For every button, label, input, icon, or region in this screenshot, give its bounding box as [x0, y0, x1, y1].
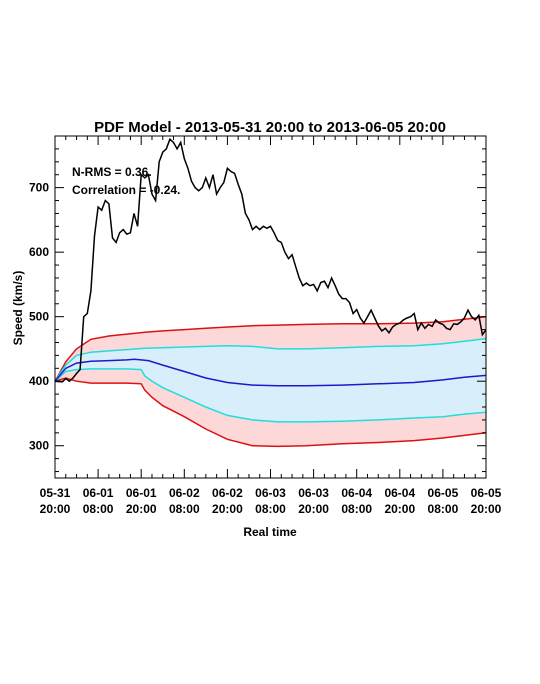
y-tick-label: 300: [29, 439, 49, 453]
x-tick-label-date: 06-04: [384, 486, 415, 500]
x-tick-label-date: 06-05: [428, 486, 459, 500]
y-tick-label: 700: [29, 181, 49, 195]
x-tick-label-time: 20:00: [126, 502, 157, 516]
x-tick-label-time: 20:00: [298, 502, 329, 516]
outer-lower-line: [54, 377, 487, 448]
x-tick-label-date: 06-02: [169, 486, 200, 500]
y-axis-label: Speed (km/s): [11, 271, 25, 346]
x-tick-label-date: 06-02: [212, 486, 243, 500]
x-tick-label-time: 20:00: [40, 502, 71, 516]
x-tick-label-date: 05-31: [40, 486, 71, 500]
nrms-annotation: N-RMS = 0.36.: [72, 165, 152, 179]
x-tick-label-time: 08:00: [428, 502, 459, 516]
x-tick-label-date: 06-03: [298, 486, 329, 500]
observed-speed-line: [54, 137, 487, 383]
x-tick-label-date: 06-04: [341, 486, 372, 500]
x-tick-label-time: 08:00: [169, 502, 200, 516]
inner-upper-line: [54, 337, 487, 382]
x-tick-label-time: 20:00: [384, 502, 415, 516]
inner-band-fill: [55, 338, 486, 422]
inner-lower-line: [54, 368, 487, 423]
x-tick-label-time: 20:00: [471, 502, 502, 516]
correlation-annotation: Correlation = -0.24.: [72, 183, 180, 197]
y-tick-label: 500: [29, 310, 49, 324]
x-tick-label-time: 08:00: [341, 502, 372, 516]
median-line: [54, 358, 487, 387]
chart-title: PDF Model - 2013-05-31 20:00 to 2013-06-…: [94, 119, 446, 136]
x-tick-label-time: 08:00: [83, 502, 114, 516]
plot-area: 300 400 500 600 700 05-31 20:00 06-01 08:00 06-01…: [29, 135, 502, 516]
x-tick-label-date: 06-01: [126, 486, 157, 500]
x-axis-label: Real time: [243, 525, 297, 539]
outer-upper-line: [54, 315, 487, 382]
x-tick-label-date: 06-03: [255, 486, 286, 500]
x-tick-label-date: 06-01: [83, 486, 114, 500]
y-tick-label: 400: [29, 374, 49, 388]
y-tick-label: 600: [29, 245, 49, 259]
x-tick-label-time: 08:00: [255, 502, 286, 516]
x-tick-label-date: 06-05: [471, 486, 502, 500]
x-tick-label-time: 20:00: [212, 502, 243, 516]
